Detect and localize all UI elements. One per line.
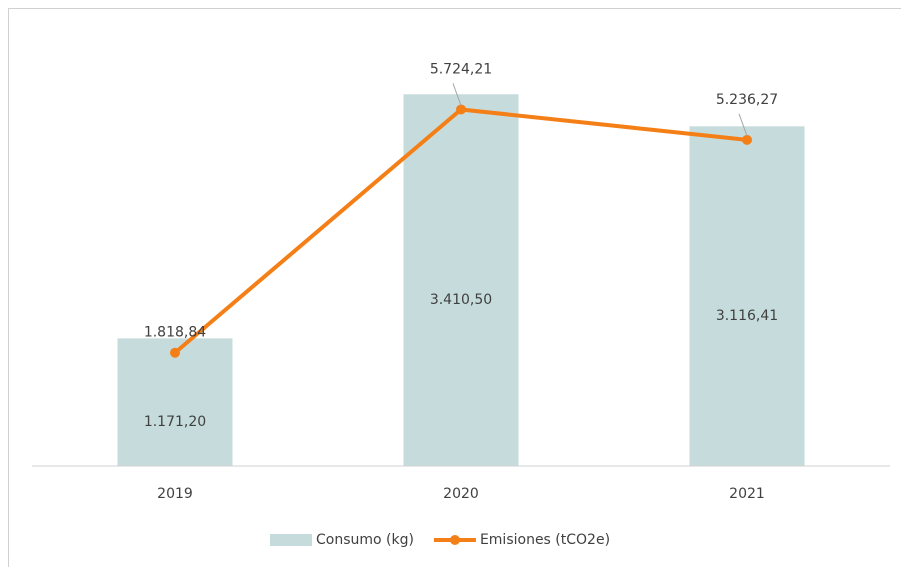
- bar-value-label: 1.171,20: [144, 414, 206, 430]
- x-tick-label: 2019: [157, 486, 193, 502]
- bar-value-label: 3.410,50: [430, 292, 492, 308]
- bar: [690, 126, 805, 466]
- line-value-label: 1.818,84: [144, 325, 206, 341]
- line-value-label: 5.724,21: [430, 61, 492, 77]
- bar-value-label: 3.116,41: [716, 308, 778, 324]
- x-tick-label: 2020: [443, 486, 479, 502]
- legend-label: Emisiones (tCO2e): [480, 532, 610, 548]
- line-point: [170, 348, 180, 358]
- legend-label: Consumo (kg): [316, 532, 414, 548]
- line-point: [456, 104, 466, 114]
- x-tick-label: 2021: [729, 486, 765, 502]
- legend-marker: [450, 535, 460, 545]
- line-point: [742, 135, 752, 145]
- legend-swatch: [270, 534, 312, 546]
- bar: [404, 94, 519, 466]
- line-value-label: 5.236,27: [716, 92, 778, 108]
